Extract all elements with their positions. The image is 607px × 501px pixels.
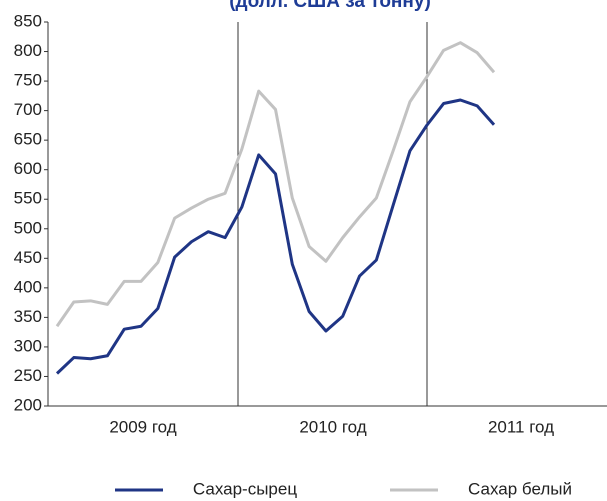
- legend-label: Сахар белый: [468, 479, 572, 498]
- y-tick-label: 350: [14, 307, 42, 326]
- chart-title: (долл. США за тонну): [229, 0, 431, 12]
- y-tick-label: 200: [14, 395, 42, 414]
- x-tick-label: 2009 год: [109, 417, 176, 436]
- y-tick-label: 500: [14, 218, 42, 237]
- y-tick-label: 450: [14, 248, 42, 267]
- y-tick-label: 600: [14, 159, 42, 178]
- y-tick-label: 550: [14, 189, 42, 208]
- series-line: [55, 41, 496, 328]
- y-tick-label: 750: [14, 71, 42, 90]
- y-tick-label: 700: [14, 100, 42, 119]
- x-tick-label: 2011 год: [488, 417, 554, 436]
- legend-label: Сахар-сырец: [193, 479, 297, 498]
- x-tick-label: 2010 год: [299, 417, 366, 436]
- y-tick-label: 800: [14, 41, 42, 60]
- y-tick-label: 300: [14, 336, 42, 355]
- y-tick-label: 650: [14, 130, 42, 149]
- series-line: [55, 98, 496, 375]
- y-tick-label: 850: [14, 11, 42, 30]
- y-tick-label: 250: [14, 366, 42, 385]
- y-tick-label: 400: [14, 277, 42, 296]
